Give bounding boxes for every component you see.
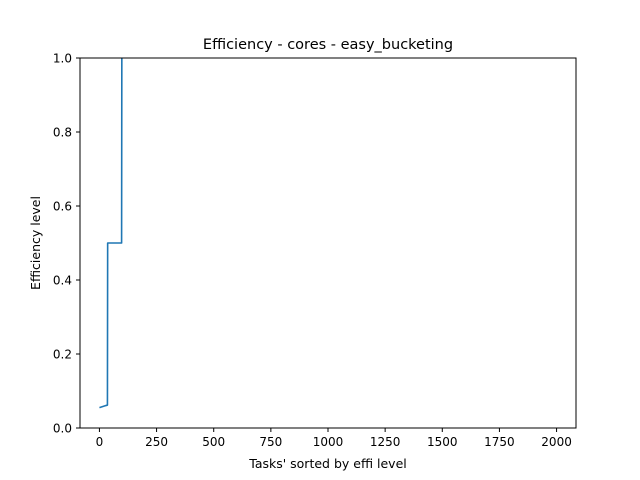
x-axis-label: Tasks' sorted by effi level xyxy=(248,456,406,471)
y-tick-label: 0.2 xyxy=(53,348,72,362)
x-tick-label: 500 xyxy=(202,435,225,449)
x-tick-label: 2000 xyxy=(541,435,572,449)
axes-frame xyxy=(79,57,577,429)
y-tick-label: 0.8 xyxy=(53,126,72,140)
y-tick-label: 0.0 xyxy=(53,422,72,436)
x-tick-label: 1500 xyxy=(427,435,458,449)
x-axis: 0 250 500 750 1000 1250 1500 1750 2000 xyxy=(96,428,572,449)
x-tick-label: 1000 xyxy=(313,435,344,449)
y-tick-label: 1.0 xyxy=(53,52,72,66)
series-line-0 xyxy=(99,58,123,409)
y-tick-label: 0.6 xyxy=(53,200,72,214)
x-tick-label: 0 xyxy=(96,435,104,449)
x-tick-label: 1750 xyxy=(484,435,515,449)
x-tick-label: 250 xyxy=(145,435,168,449)
plot-area xyxy=(99,58,123,409)
x-tick-label: 1250 xyxy=(370,435,401,449)
chart-title: Efficiency - cores - easy_bucketing xyxy=(203,37,453,53)
y-axis: 0.0 0.2 0.4 0.6 0.8 1.0 xyxy=(53,52,80,436)
y-axis-label: Efficiency level xyxy=(28,196,43,290)
x-tick-label: 750 xyxy=(259,435,282,449)
y-tick-label: 0.4 xyxy=(53,274,72,288)
